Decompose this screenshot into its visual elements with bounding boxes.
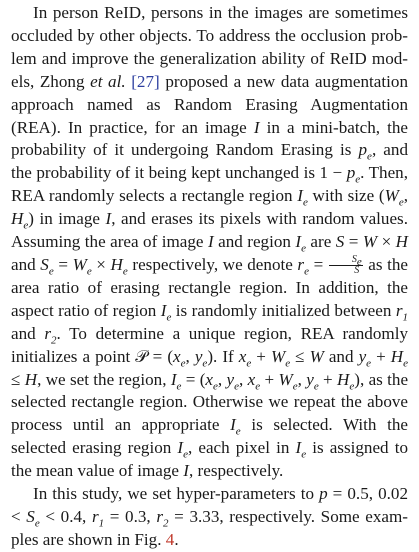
figure-link[interactable]: 4 bbox=[165, 529, 175, 549]
citation-link[interactable]: [27] bbox=[131, 71, 160, 91]
paragraph-random-erasing: In person ReID, persons in the images ar… bbox=[11, 3, 409, 481]
fraction: Se S bbox=[328, 254, 363, 276]
paragraph-hyper-parameters: In this study, we set hyper-parameters t… bbox=[11, 484, 408, 549]
paper-page: In person ReID, persons in the images ar… bbox=[11, 3, 408, 549]
